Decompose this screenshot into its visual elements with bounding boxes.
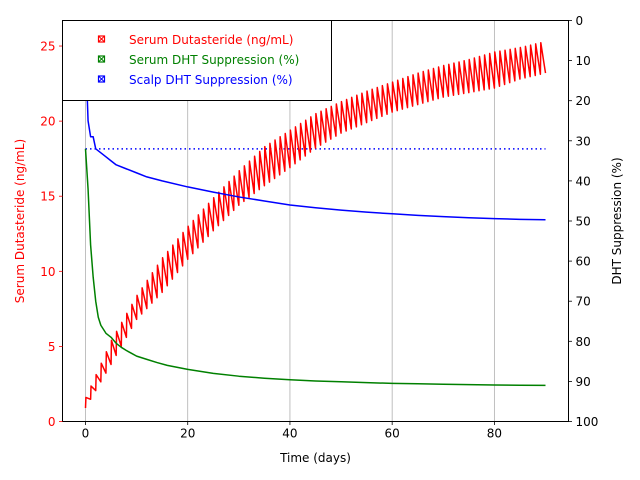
right-y-tick-label: 20 [576,94,591,108]
series-layer [84,20,547,409]
x-tick-label: 0 [82,427,90,441]
left-y-tick-label: 0 [48,415,56,429]
right-y-axis-ticks: 0 10 20 30 40 50 60 70 80 90 100 [568,14,599,429]
series-line-serum-dutasteride [84,41,547,409]
left-y-tick-label: 25 [40,40,55,54]
legend-label-scalp-dht: Scalp DHT Suppression (%) [129,73,293,87]
legend-marker-scalp-dht [97,75,106,83]
right-y-tick-label: 100 [576,415,599,429]
legend-label-serum-dht: Serum DHT Suppression (%) [129,53,299,67]
right-y-tick-label: 10 [576,54,591,68]
left-y-tick-label: 15 [40,190,55,204]
right-y-tick-label: 70 [576,295,591,309]
x-tick-label: 40 [282,427,297,441]
x-axis-label: Time (days) [279,451,351,465]
series-line-serum-dht [84,148,546,387]
x-axis-ticks: 0 20 40 60 80 [82,421,502,441]
legend-entry-serum-dht: Serum DHT Suppression (%) [97,53,299,67]
series-line-scalp-dht [84,20,546,221]
right-y-tick-label: 60 [576,255,591,269]
right-y-tick-label: 90 [576,375,591,389]
right-y-tick-label: 0 [576,14,584,28]
right-y-tick-label: 50 [576,215,591,229]
legend-entry-scalp-dht: Scalp DHT Suppression (%) [97,73,293,87]
x-tick-label: 20 [180,427,195,441]
legend-marker-serum-dht [97,55,106,63]
right-y-tick-label: 30 [576,134,591,148]
legend: Serum Dutasteride (ng/mL) Serum DHT Supp… [62,20,332,101]
legend-entry-serum-dutasteride: Serum Dutasteride (ng/mL) [97,33,293,47]
right-y-axis-label: DHT Suppression (%) [610,157,624,284]
legend-label-serum-dutasteride: Serum Dutasteride (ng/mL) [129,33,293,47]
x-tick-label: 80 [487,427,502,441]
left-y-tick-label: 5 [48,340,56,354]
left-y-tick-label: 10 [40,265,55,279]
right-y-tick-label: 40 [576,174,591,188]
right-y-tick-label: 80 [576,335,591,349]
left-y-tick-label: 20 [40,115,55,129]
legend-box [62,20,332,101]
left-y-axis-label: Serum Dutasteride (ng/mL) [13,139,27,303]
x-tick-label: 60 [385,427,400,441]
legend-marker-serum-dutasteride [97,35,106,43]
left-y-axis-ticks: 0 5 10 15 20 25 [40,40,63,429]
